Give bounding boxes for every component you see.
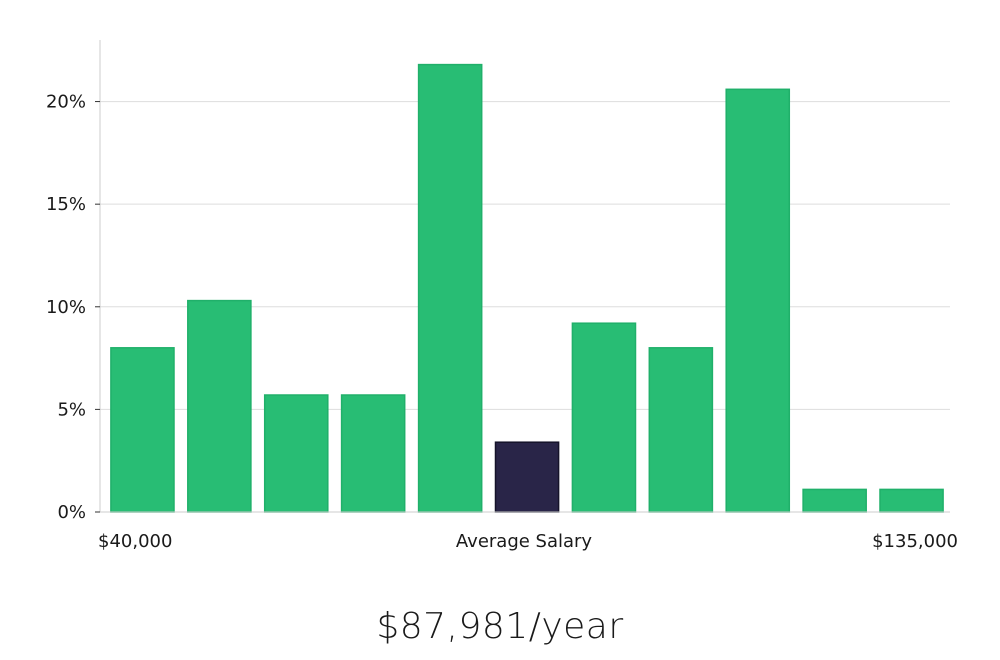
bar xyxy=(110,347,175,513)
x-label-average: Average Salary xyxy=(456,531,593,552)
salary-histogram: 0% 5% 10% 15% 20% $40,000 Average Salary $13… xyxy=(46,40,958,552)
y-tick-label: 0% xyxy=(57,502,86,523)
x-label-max: $135,000 xyxy=(872,531,958,552)
x-labels: $40,000 Average Salary $135,000 xyxy=(98,531,958,552)
y-tick-labels: 0% 5% 10% 15% 20% xyxy=(46,92,100,523)
bar xyxy=(802,488,867,513)
y-tick-label: 10% xyxy=(46,297,86,318)
y-tick-label: 5% xyxy=(57,399,86,420)
bar xyxy=(571,322,637,513)
bars xyxy=(110,63,944,513)
bar xyxy=(187,299,252,513)
bar xyxy=(725,88,791,513)
bar-average-salary xyxy=(494,441,560,513)
axes xyxy=(99,40,950,513)
bar xyxy=(417,63,483,513)
bar xyxy=(879,488,944,513)
x-label-min: $40,000 xyxy=(98,531,172,552)
average-salary-caption: $87,981/year xyxy=(376,606,624,647)
bar xyxy=(648,347,714,513)
bar xyxy=(340,394,406,513)
y-tick-label: 20% xyxy=(46,92,86,113)
y-tick-label: 15% xyxy=(46,194,86,215)
bar xyxy=(263,394,329,513)
